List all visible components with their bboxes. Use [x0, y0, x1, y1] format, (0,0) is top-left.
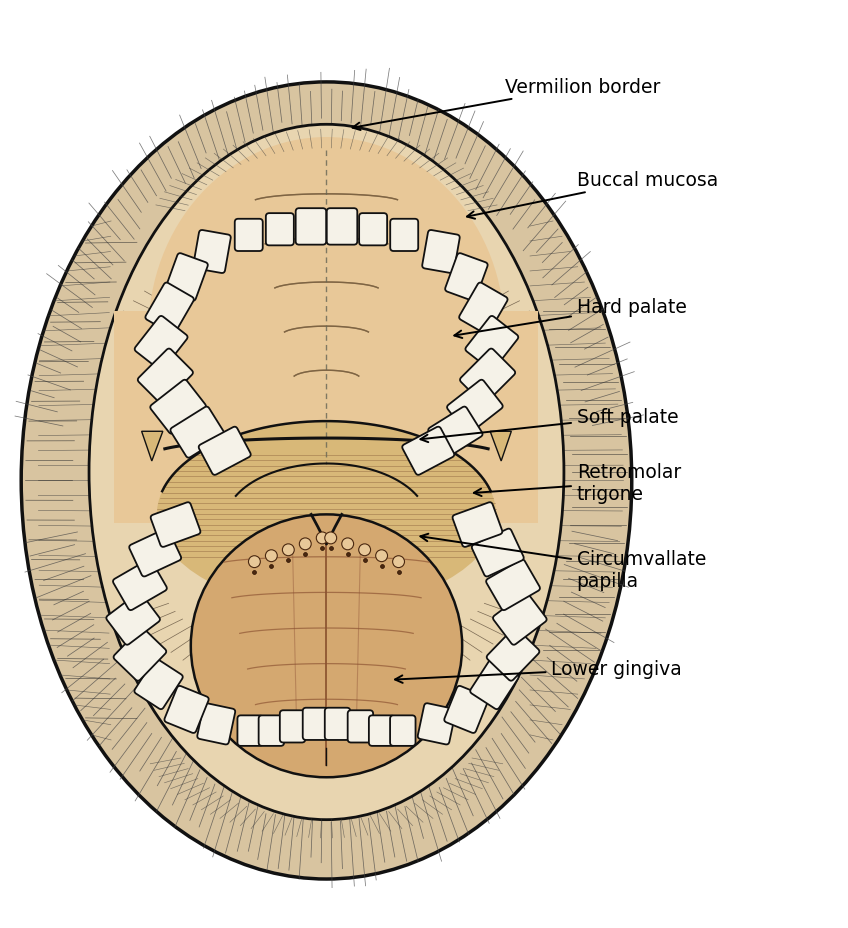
FancyBboxPatch shape — [453, 503, 502, 548]
FancyBboxPatch shape — [348, 711, 373, 742]
FancyBboxPatch shape — [165, 686, 209, 733]
FancyBboxPatch shape — [428, 407, 483, 458]
FancyBboxPatch shape — [296, 209, 326, 245]
FancyBboxPatch shape — [113, 560, 167, 611]
FancyBboxPatch shape — [165, 254, 208, 302]
FancyBboxPatch shape — [151, 503, 200, 548]
Circle shape — [359, 544, 371, 556]
Ellipse shape — [89, 125, 564, 819]
FancyBboxPatch shape — [303, 708, 328, 741]
Polygon shape — [490, 432, 511, 461]
Ellipse shape — [191, 515, 462, 778]
Ellipse shape — [157, 421, 496, 608]
FancyBboxPatch shape — [390, 220, 418, 251]
Text: Hard palate: Hard palate — [455, 298, 687, 339]
FancyBboxPatch shape — [150, 380, 206, 434]
FancyBboxPatch shape — [326, 209, 357, 245]
FancyBboxPatch shape — [466, 316, 518, 371]
FancyBboxPatch shape — [170, 407, 225, 458]
FancyBboxPatch shape — [487, 628, 539, 681]
FancyBboxPatch shape — [444, 686, 488, 733]
Text: Vermilion border: Vermilion border — [353, 78, 660, 131]
Circle shape — [282, 544, 294, 556]
Circle shape — [376, 550, 388, 562]
FancyBboxPatch shape — [460, 349, 516, 405]
FancyBboxPatch shape — [198, 427, 251, 475]
Text: Retromolar
trigone: Retromolar trigone — [474, 462, 681, 503]
FancyBboxPatch shape — [402, 427, 455, 475]
FancyBboxPatch shape — [193, 231, 231, 274]
Text: Buccal mucosa: Buccal mucosa — [467, 171, 718, 220]
Circle shape — [265, 550, 277, 562]
FancyBboxPatch shape — [145, 283, 194, 335]
FancyBboxPatch shape — [259, 715, 284, 746]
FancyBboxPatch shape — [129, 529, 181, 577]
Text: Circumvallate
papilla: Circumvallate papilla — [421, 535, 706, 590]
Ellipse shape — [148, 138, 505, 527]
Text: Soft palate: Soft palate — [421, 408, 678, 443]
FancyBboxPatch shape — [459, 283, 508, 335]
Polygon shape — [142, 432, 163, 461]
Circle shape — [248, 556, 260, 568]
FancyBboxPatch shape — [470, 659, 519, 709]
FancyBboxPatch shape — [471, 529, 524, 577]
FancyBboxPatch shape — [134, 659, 183, 709]
FancyBboxPatch shape — [390, 715, 416, 746]
FancyBboxPatch shape — [445, 254, 488, 302]
Text: Lower gingiva: Lower gingiva — [395, 660, 682, 683]
FancyBboxPatch shape — [369, 715, 394, 746]
FancyBboxPatch shape — [325, 708, 350, 741]
FancyBboxPatch shape — [114, 628, 166, 681]
FancyBboxPatch shape — [266, 213, 294, 246]
FancyBboxPatch shape — [106, 593, 160, 645]
Circle shape — [342, 538, 354, 550]
FancyBboxPatch shape — [280, 711, 305, 742]
FancyBboxPatch shape — [135, 316, 187, 371]
Bar — [114, 312, 538, 523]
FancyBboxPatch shape — [198, 703, 235, 744]
Ellipse shape — [21, 83, 632, 879]
FancyBboxPatch shape — [235, 220, 263, 251]
Circle shape — [393, 556, 404, 568]
FancyBboxPatch shape — [418, 703, 455, 744]
FancyBboxPatch shape — [237, 715, 263, 746]
FancyBboxPatch shape — [486, 560, 540, 611]
FancyBboxPatch shape — [137, 349, 193, 405]
FancyBboxPatch shape — [422, 231, 460, 274]
FancyBboxPatch shape — [360, 213, 387, 246]
Circle shape — [299, 538, 311, 550]
FancyBboxPatch shape — [493, 593, 547, 645]
Circle shape — [325, 533, 337, 544]
FancyBboxPatch shape — [447, 380, 503, 434]
Circle shape — [316, 533, 328, 544]
